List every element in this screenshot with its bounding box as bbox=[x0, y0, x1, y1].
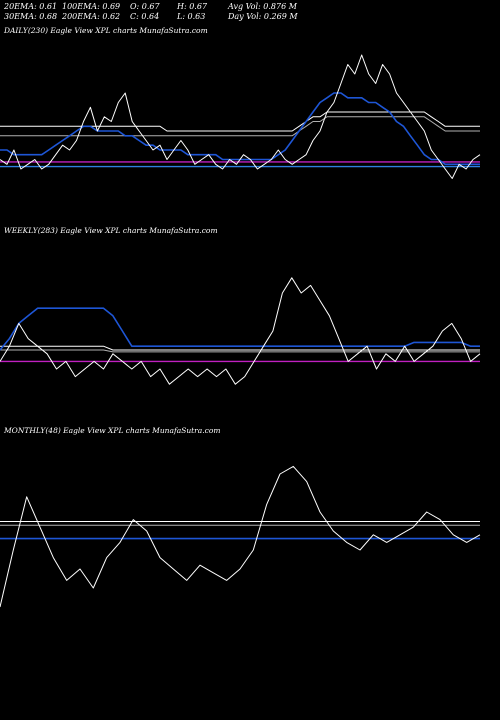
stat-100ema: 100EMA: 0.69 bbox=[62, 2, 121, 11]
weekly-panel-title: WEEKLY(283) Eagle View XPL charts Munafa… bbox=[4, 226, 218, 235]
monthly-chart-panel bbox=[0, 465, 481, 608]
daily-chart-panel bbox=[0, 54, 481, 179]
series-price-line bbox=[0, 54, 481, 179]
series-ema-fast-line bbox=[0, 307, 480, 351]
stat-200ema: 200EMA: 0.62 bbox=[62, 12, 121, 21]
daily-panel-title: DAILY(230) Eagle View XPL charts MunafaS… bbox=[4, 26, 208, 35]
stat-open: O: 0.67 bbox=[130, 2, 160, 11]
series-ema-fast-line bbox=[0, 92, 480, 166]
monthly-panel-title: MONTHLY(48) Eagle View XPL charts Munafa… bbox=[4, 426, 221, 435]
weekly-chart-panel bbox=[0, 277, 481, 385]
series-ema-slow-line bbox=[0, 111, 480, 132]
series-ema-mid-line bbox=[0, 116, 480, 137]
stat-avg-vol: Avg Vol: 0.876 M bbox=[228, 2, 297, 11]
stat-close: C: 0.64 bbox=[130, 12, 160, 21]
series-ema-slow-line bbox=[0, 345, 480, 351]
stat-day-vol: Day Vol: 0.269 M bbox=[228, 12, 298, 21]
stat-20ema: 20EMA: 0.61 bbox=[4, 2, 58, 11]
stat-low: L: 0.63 bbox=[177, 12, 206, 21]
stat-30ema: 30EMA: 0.68 bbox=[4, 12, 58, 21]
series-ema-mid-line bbox=[0, 349, 480, 353]
series-price-line bbox=[0, 277, 481, 385]
stat-high: H: 0.67 bbox=[177, 2, 208, 11]
series-price-line bbox=[0, 465, 481, 608]
